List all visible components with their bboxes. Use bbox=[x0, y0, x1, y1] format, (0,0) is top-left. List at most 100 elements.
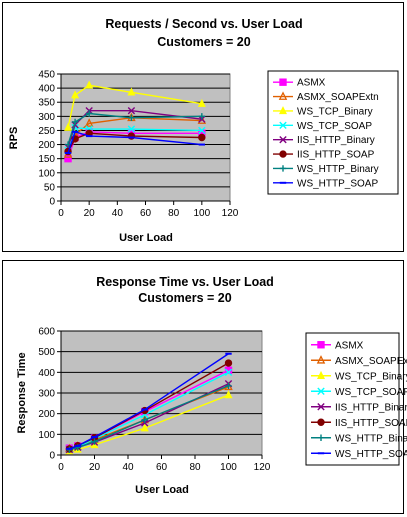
legend-item: IIS_HTTP_SOAP bbox=[311, 418, 407, 429]
data-point bbox=[225, 382, 232, 389]
legend-marker bbox=[317, 418, 325, 426]
x-tick-label: 40 bbox=[112, 208, 124, 219]
rps-chart-panel: Requests / Second vs. User Load Customer… bbox=[2, 2, 404, 252]
data-point bbox=[198, 113, 206, 120]
series-ws-tcp-binary bbox=[64, 80, 206, 131]
x-tick-label: 20 bbox=[89, 462, 101, 473]
x-axis-title: User Load bbox=[135, 484, 189, 496]
legend-label: WS_TCP_SOAP bbox=[335, 387, 407, 398]
x-tick-label: 40 bbox=[122, 462, 134, 473]
legend-marker bbox=[317, 434, 325, 441]
legend-item: WS_TCP_Binary bbox=[273, 106, 373, 117]
legend-label: WS_HTTP_SOAP bbox=[335, 449, 407, 460]
legend-items: ASMX ASMX_SOAPExtn WS_TCP_Binary WS_TCP_SOA… bbox=[311, 340, 407, 460]
x-tick-label: 100 bbox=[193, 208, 210, 219]
series-ws-http-soap bbox=[64, 130, 206, 155]
y-tick-label: 300 bbox=[38, 389, 55, 400]
legend-label: ASMX_SOAPExtn bbox=[297, 92, 379, 103]
x-tick-label: 80 bbox=[168, 208, 180, 219]
data-point bbox=[91, 438, 98, 445]
legend-item: WS_TCP_Binary bbox=[311, 370, 407, 382]
x-tick-labels: 0 20 40 60 80 100 120 bbox=[58, 208, 239, 219]
legend-item: ASMX_SOAPExtn bbox=[311, 355, 407, 367]
x-tick-label: 0 bbox=[58, 208, 64, 219]
legend bbox=[305, 332, 400, 466]
data-point bbox=[224, 366, 233, 374]
legend-item: ASMX bbox=[273, 78, 326, 89]
legend-item: IIS_HTTP_Binary bbox=[311, 402, 407, 413]
data-point bbox=[140, 423, 149, 432]
data-point bbox=[128, 114, 135, 121]
data-point bbox=[64, 122, 73, 131]
legend-label: WS_HTTP_Binary bbox=[297, 164, 379, 175]
x-tick-labels: 0 20 40 60 80 100 120 bbox=[58, 462, 271, 473]
x-axis-title: User Load bbox=[119, 232, 173, 244]
data-point bbox=[127, 87, 136, 96]
data-point bbox=[224, 359, 233, 367]
legend-item: WS_HTTP_SOAP bbox=[273, 178, 378, 189]
legend-marker bbox=[279, 150, 287, 158]
data-point bbox=[198, 133, 206, 142]
response-time-chart: Response Time vs. User Load Customers = … bbox=[16, 275, 407, 496]
gridlines bbox=[57, 330, 263, 459]
y-tick-label: 400 bbox=[38, 84, 55, 95]
data-point bbox=[198, 126, 206, 135]
chart-title: Requests / Second vs. User Load bbox=[105, 17, 302, 31]
y-tick-label: 0 bbox=[49, 451, 55, 462]
legend-label: WS_TCP_Binary bbox=[335, 371, 407, 382]
y-tick-label: 250 bbox=[38, 126, 55, 137]
data-point bbox=[71, 118, 79, 126]
y-tick-label: 50 bbox=[44, 182, 56, 193]
data-point bbox=[197, 98, 206, 107]
legend-label: IIS_HTTP_Binary bbox=[335, 402, 407, 413]
chart-subtitle: Customers = 20 bbox=[157, 35, 250, 49]
data-point bbox=[127, 106, 136, 115]
x-tick-label: 0 bbox=[58, 462, 64, 473]
legend-label: WS_HTTP_Binary bbox=[335, 433, 407, 444]
data-point bbox=[66, 446, 73, 454]
legend-marker bbox=[317, 341, 325, 349]
x-tick-label: 120 bbox=[254, 462, 271, 473]
y-axis-title: Response Time bbox=[16, 352, 28, 433]
y-tick-label: 150 bbox=[38, 154, 55, 165]
legend-label: ASMX bbox=[297, 78, 326, 89]
y-tick-label: 400 bbox=[38, 368, 55, 379]
legend-item: WS_TCP_SOAP bbox=[311, 387, 407, 398]
legend-label: ASMX_SOAPExtn bbox=[335, 356, 407, 367]
y-tick-labels: 0 50 100 150 200 250 300 350 400 450 bbox=[38, 70, 55, 208]
legend-item: WS_TCP_SOAP bbox=[273, 121, 372, 132]
legend bbox=[267, 70, 399, 195]
legend-marker bbox=[279, 121, 287, 130]
legend-label: IIS_HTTP_Binary bbox=[297, 135, 375, 146]
y-tick-label: 500 bbox=[38, 347, 55, 358]
legend-marker bbox=[278, 106, 288, 115]
series-ws-http-soap bbox=[66, 352, 232, 450]
data-point bbox=[84, 118, 94, 127]
legend-label: IIS_HTTP_SOAP bbox=[297, 150, 375, 161]
x-tick-label: 120 bbox=[222, 208, 239, 219]
data-point bbox=[71, 90, 80, 99]
x-tick-label: 60 bbox=[140, 208, 152, 219]
legend-marker bbox=[316, 355, 326, 364]
legend-label: WS_TCP_Binary bbox=[297, 106, 373, 117]
legend-marker bbox=[317, 403, 325, 411]
data-point bbox=[64, 154, 72, 163]
x-tick-label: 80 bbox=[189, 462, 201, 473]
y-tick-label: 350 bbox=[38, 98, 55, 109]
legend-label: ASMX bbox=[335, 340, 364, 351]
legend-marker bbox=[279, 78, 287, 86]
y-tick-label: 300 bbox=[38, 112, 55, 123]
y-tick-label: 450 bbox=[38, 70, 55, 81]
y-axis-title: RPS bbox=[8, 127, 20, 150]
legend-marker bbox=[279, 165, 287, 172]
response-time-chart-panel: Response Time vs. User Load Customers = … bbox=[2, 260, 407, 514]
data-point bbox=[224, 390, 233, 399]
legend-item: IIS_HTTP_SOAP bbox=[273, 150, 375, 161]
data-point bbox=[224, 368, 233, 377]
chart-title: Response Time vs. User Load bbox=[96, 275, 274, 289]
legend-marker bbox=[317, 387, 325, 395]
data-point bbox=[85, 110, 93, 117]
legend-label: WS_HTTP_SOAP bbox=[297, 178, 378, 189]
y-tick-label: 0 bbox=[49, 197, 55, 208]
legend-marker bbox=[278, 91, 288, 100]
